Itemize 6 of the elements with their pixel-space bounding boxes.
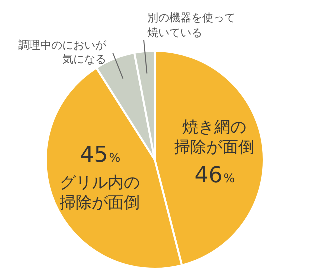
- slice-label: 調理中のにおいが気になる: [18, 39, 108, 66]
- slice-label: グリル内の掃除が面倒: [60, 172, 140, 212]
- slice-label: 別の機器を使って焼いている: [148, 12, 236, 40]
- data-label: 46%: [194, 163, 236, 188]
- slice-label: 焼き網の掃除が面倒: [174, 117, 254, 156]
- data-label: 45%: [80, 142, 121, 168]
